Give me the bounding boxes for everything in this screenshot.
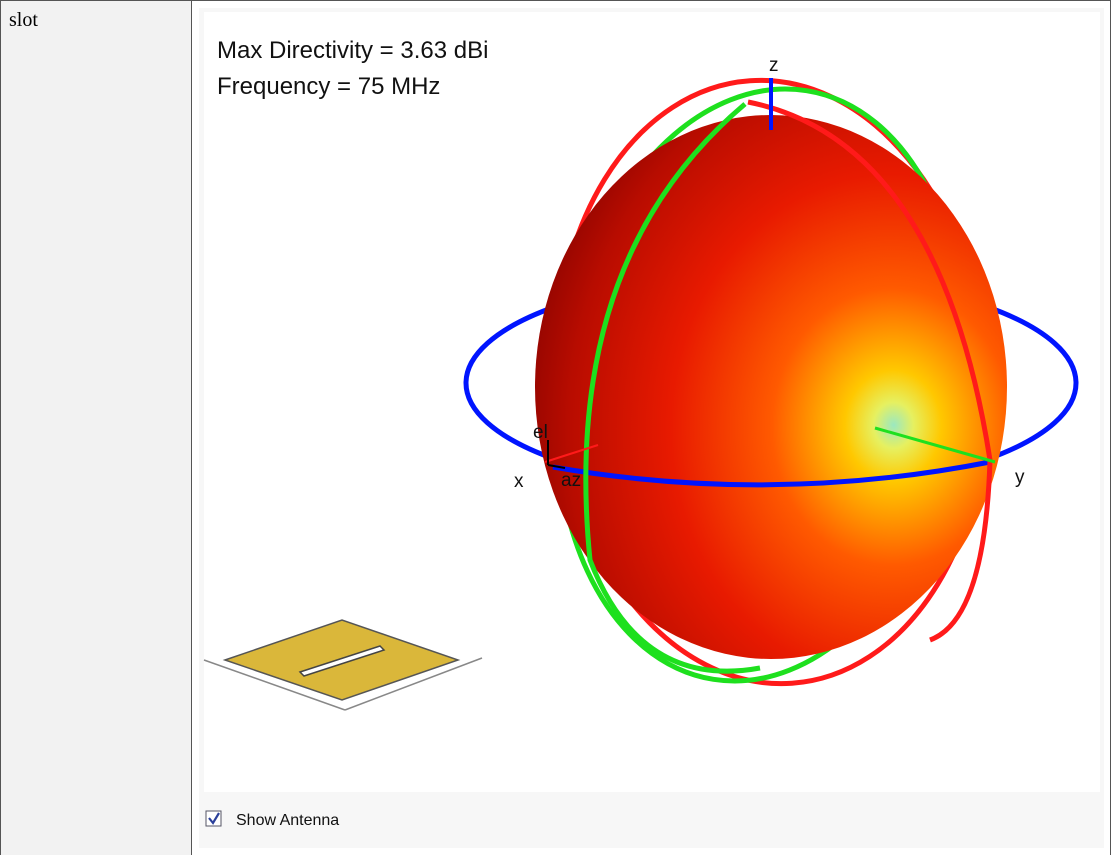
checkbox-label[interactable]: Show Antenna xyxy=(236,812,339,829)
ground-line xyxy=(203,659,346,711)
antenna-slot xyxy=(298,645,386,677)
ground-line xyxy=(344,657,483,711)
elevation-ring xyxy=(747,99,993,643)
radiation-pattern xyxy=(535,115,1007,659)
checkbox[interactable] xyxy=(205,810,222,827)
axis-line xyxy=(547,464,566,469)
axis-label: az xyxy=(561,470,581,491)
axis-label: x xyxy=(514,471,524,492)
annotation: Frequency = 75 MHz xyxy=(217,73,440,100)
elevation-ring xyxy=(583,102,761,674)
axis-label: z xyxy=(769,55,779,76)
checkmark xyxy=(208,812,220,825)
axis-label: y xyxy=(1015,467,1025,488)
axis-line xyxy=(874,426,996,464)
table-cell: slot xyxy=(0,0,192,855)
annotation: Max Directivity = 3.63 dBi xyxy=(217,37,488,64)
cell-text: slot xyxy=(9,9,38,31)
axis-label: el xyxy=(533,422,548,443)
azimuth-ring xyxy=(552,459,991,488)
axis-line xyxy=(544,444,599,463)
